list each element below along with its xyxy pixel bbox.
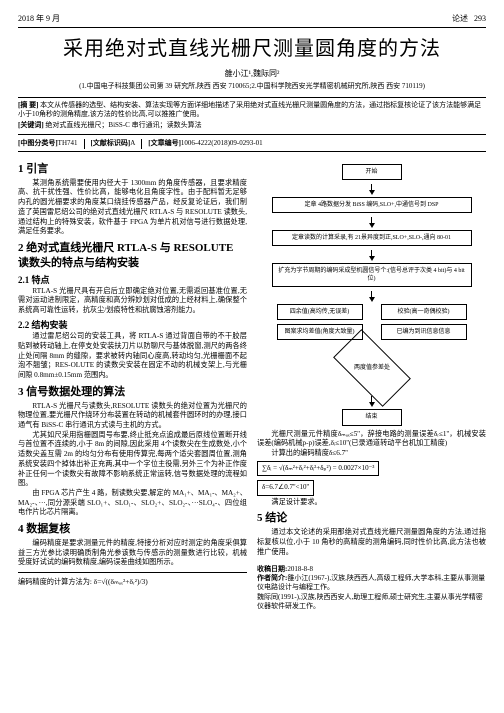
fc-pair1: 四余值(高均传,无误差) 校验(高一奇偶校验) xyxy=(257,304,486,320)
class-val-1: TH741 xyxy=(58,139,78,147)
classification-row: [中图分类号]TH741 [文献标识码]A [文章编号]1006-4222(20… xyxy=(18,137,486,151)
date-label: 收稿日期: xyxy=(257,565,287,573)
fc-arrow-icon xyxy=(369,223,375,228)
left-column: 1 引言 某测角系统需要使用内径大于 1300mm 的角度传感器，且要求精度高、… xyxy=(18,158,247,611)
class-label-1: [中图分类号] xyxy=(18,139,58,147)
class-label-3: [文章编号] xyxy=(148,139,181,147)
sec2-2-title: 2.2 结构安装 xyxy=(18,319,247,331)
affiliations: (1.中国电子科技集团公司第 39 研究所,陕西 西安 710065;2.中国科… xyxy=(18,82,486,91)
abstract-line: [摘 要] 本文从传感器的选型、结构安装、算法实现等方面详细地描述了采用绝对式直… xyxy=(18,101,486,120)
class-val-3: 1006-4222(2018)09-0293-01 xyxy=(181,139,263,147)
fc-diamond: 两度值参差处 xyxy=(333,330,411,408)
sec2-2-p1: 通过雷尼绍公司的安装工具，将 RTLA-S 通过背面自带的不干胶层贴到被转动轴上… xyxy=(18,332,247,381)
page-header: 2018 年 9 月 论述 293 xyxy=(18,14,486,28)
right-formula1: ∑δᵢ = √(δₘ²+δᵣ²+δᵢ²+δₚ²) = 0.0027×10⁻³ xyxy=(257,461,379,476)
sec4-formula-label: 编码精度的计算方法为: xyxy=(18,578,92,586)
right-conclusion: 满足设计要求。 xyxy=(257,498,486,508)
sec2-title: 2 绝对式直线光栅尺 RTLA-S 与 RESOLUTE 读数头的特点与结构安装 xyxy=(18,241,247,271)
body-columns: 1 引言 某测角系统需要使用内径大于 1300mm 的角度传感器，且要求精度高、… xyxy=(18,158,486,611)
sec3-title: 3 信号数据处理的算法 xyxy=(18,385,247,400)
fc-arrow-icon xyxy=(369,402,375,407)
class-cell-1: [中图分类号]TH741 xyxy=(18,139,85,148)
date-val: 2018-8-8 xyxy=(287,565,313,573)
fc-pair2: 图案求均差值(角度大致量) 已编为到讯信息信息 xyxy=(257,324,486,340)
right-p1: 光栅尺测量元件精度δₘₐₓ≤5''，辞接电路的测量误差δᵣ≤1''，机械安装误差… xyxy=(257,430,486,449)
sec2-1-title: 2.1 特点 xyxy=(18,274,247,286)
sec1-title: 1 引言 xyxy=(18,162,247,177)
sec4-formula-line: 编码精度的计算方法为: δ=√((δₘₐₓ²+δᵣ²)/3) xyxy=(18,577,247,588)
right-calc-label: 计算出的编码精度δ≤6.7'' xyxy=(257,449,486,459)
fc-diamond-text: 两度值参差处 xyxy=(353,364,389,372)
class-label-2: [文献标识码] xyxy=(91,139,131,147)
sec4-formula: δ=√((δₘₐₓ²+δᵣ²)/3) xyxy=(94,577,148,586)
sec3-p2: 尤其如尺采用指栅圆周号布要,终止抵充点追成最后原线位置断开线与首位置不连续的,小… xyxy=(18,431,247,489)
keywords-text: 绝对式直线光栅尺；BiSS-C 串行通讯；读数头算法 xyxy=(45,121,201,129)
fc-arrow-icon xyxy=(369,256,375,261)
paper-title: 采用绝对式直线光栅尺测量圆角度的方法 xyxy=(18,36,486,63)
footer-bios: 收稿日期:2018-8-8 作者简介:雒小江(1967-),汉族,陕西西人,高级… xyxy=(257,565,486,610)
fc-box3: 扩充为字节周期的编码采成型机圆信号个:(信号总评于次类 4 bit)与 4 bi… xyxy=(272,263,472,287)
authors: 雒小江¹,魏际同² xyxy=(18,69,486,80)
fc-arrow-icon xyxy=(369,297,375,302)
sec3-p1: RTLA-S 光栅尺与读数头,RESOLUTE 读数头的绝对位置为光栅尺的物理位… xyxy=(18,402,247,431)
fc-box2: 定章读数的计算采录,有 21景异度到正,SLO+,SLO-,通向 80-01 xyxy=(272,230,472,246)
abstract-label: [摘 要] xyxy=(18,101,38,109)
fc-pair1-left: 四余值(高均传,无误差) xyxy=(277,304,363,320)
sec4-title: 4 数据复核 xyxy=(18,522,247,537)
fc-pair2-right: 已编为到讯信息信息 xyxy=(381,324,467,340)
receipt-date: 收稿日期:2018-8-8 xyxy=(257,565,486,574)
fc-box1: 定章 4路数据分发 BiSS 编码,SLO+,中通信号到 DSP xyxy=(272,197,472,213)
flowchart: 开始 定章 4路数据分发 BiSS 编码,SLO+,中通信号到 DSP 定章读数… xyxy=(257,164,486,426)
header-section-label: 论述 xyxy=(452,14,468,25)
bio-label: 作者简介: xyxy=(257,574,287,582)
header-date: 2018 年 9 月 xyxy=(18,14,60,25)
fc-arrow-icon xyxy=(369,190,375,195)
sec2-1-p1: RTLA-S 光栅尺具有开启后立即确定绝对位置,无需返回基准位置,无需对运动进制… xyxy=(18,287,247,316)
class-cell-3: [文章编号]1006-4222(2018)09-0293-01 xyxy=(142,139,486,148)
sec5-p1: 通过本文论述的采用那绝对式直线光栅尺测量圆角度的方法,通过指标复核以位,小于 1… xyxy=(257,528,486,557)
keywords-line: [关键词] 绝对式直线光栅尺；BiSS-C 串行通讯；读数头算法 xyxy=(18,121,486,130)
sec5-title: 5 结论 xyxy=(257,511,486,526)
keywords-label: [关键词] xyxy=(18,121,44,129)
header-right: 论述 293 xyxy=(452,14,486,25)
sec1-p1: 某测角系统需要使用内径大于 1300mm 的角度传感器，且要求精度高、抗干扰性强… xyxy=(18,179,247,237)
fc-start: 开始 xyxy=(342,164,402,180)
fc-end: 结束 xyxy=(342,409,402,425)
bio2: 魏际同(1991-),汉族,陕西西安人,助理工程师,硕士研究生,主要从事光学精密… xyxy=(257,593,486,611)
bio1: 作者简介:雒小江(1967-),汉族,陕西西人,高级工程师,大学本科,主要从事测… xyxy=(257,574,486,592)
page-number: 293 xyxy=(474,14,486,25)
class-cell-2: [文献标识码]A xyxy=(85,139,143,148)
abstract-block: [摘 要] 本文从传感器的选型、结构安装、算法实现等方面详细地描述了采用绝对式直… xyxy=(18,97,486,135)
sec4-p1: 编码精度是要求测量元件的精度,特接分析对应时测定的角度采俱算益三方光参比读明确质… xyxy=(18,539,247,568)
fc-pair2-left: 图案求均差值(角度大致量) xyxy=(277,324,363,340)
footnote-rule xyxy=(18,572,247,573)
right-column: 开始 定章 4路数据分发 BiSS 编码,SLO+,中通信号到 DSP 定章读数… xyxy=(257,158,486,611)
bio1-text: 雒小江(1967-),汉族,陕西西人,高级工程师,大学本科,主要从事测量仪电路设… xyxy=(257,574,485,591)
class-val-2: A xyxy=(130,139,135,147)
fc-pair1-right: 校验(高一奇偶校验) xyxy=(381,304,467,320)
sec3-p3: 由 FPGA 芯片产生 4 路，制读数尖要,解定的 MA₁+、MA₁-、MA₂+… xyxy=(18,489,247,518)
right-formula2: δ=6.7∠0.7''<10'' xyxy=(257,480,314,495)
abstract-text: 本文从传感器的选型、结构安装、算法实现等方面详细地描述了采用绝对式直线光栅尺测量… xyxy=(18,101,481,118)
